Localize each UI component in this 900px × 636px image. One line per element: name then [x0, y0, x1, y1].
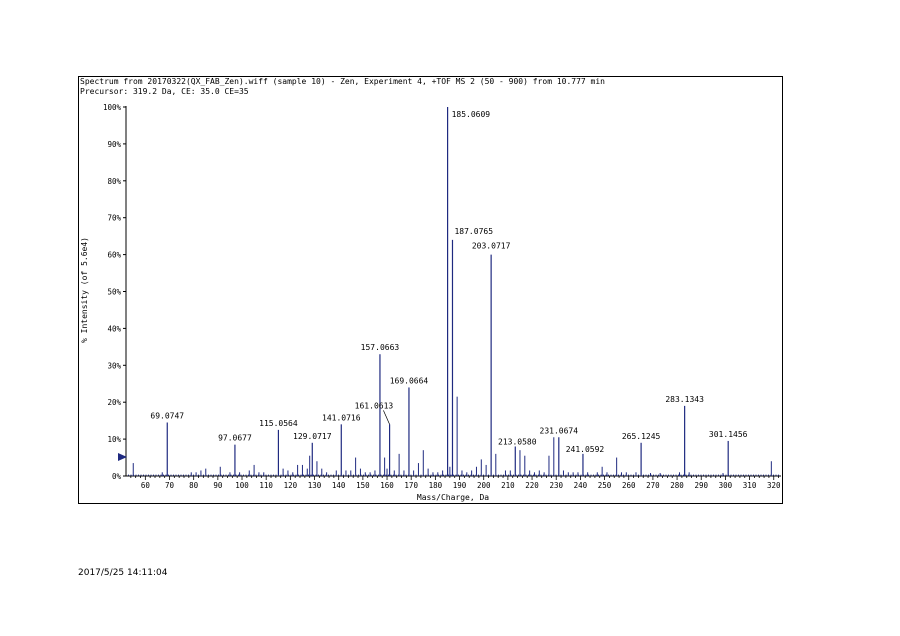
peak-label: 97.0677	[218, 434, 252, 443]
x-tick-label: 260	[622, 481, 636, 490]
peak-label: 157.0663	[361, 343, 400, 352]
spectrum-source-header: Spectrum from 20170322(QX_FAB_Zen).wiff …	[80, 77, 605, 86]
y-tick-label: 10%	[107, 435, 121, 444]
y-tick-label: 20%	[107, 398, 121, 407]
x-tick-label: 60	[141, 481, 151, 490]
y-tick-label: 100%	[103, 103, 122, 112]
y-axis-title: % Intensity (of 5.6e4)	[80, 237, 89, 343]
peak-label: 115.0564	[259, 419, 298, 428]
y-tick-label: 0%	[112, 472, 122, 481]
y-tick-label: 80%	[107, 177, 121, 186]
x-tick-label: 80	[189, 481, 199, 490]
peak-label: 265.1245	[622, 432, 661, 441]
x-tick-label: 180	[429, 481, 443, 490]
x-tick-label: 200	[477, 481, 491, 490]
peak-label: 169.0664	[390, 376, 429, 385]
chart-peaks	[128, 107, 779, 476]
peak-label: 213.0580	[498, 437, 537, 446]
peak-label: 241.0592	[566, 445, 605, 454]
chart-peak-labels: 69.0747 97.0677 115.0564 129.0717 141.0716 15…	[150, 110, 747, 454]
x-tick-label: 160	[380, 481, 394, 490]
x-tick-label: 300	[719, 481, 733, 490]
x-tick-label: 210	[501, 481, 515, 490]
x-tick-label: 240	[574, 481, 588, 490]
x-tick-label: 230	[549, 481, 563, 490]
x-tick-label: 270	[646, 481, 660, 490]
x-tick-label: 320	[767, 481, 781, 490]
x-tick-label: 310	[743, 481, 757, 490]
print-timestamp: 2017/5/25 14:11:04	[78, 568, 168, 578]
x-axis-title: Mass/Charge, Da	[417, 493, 489, 502]
peak-label-leader	[383, 410, 390, 425]
x-tick-label: 290	[694, 481, 708, 490]
x-tick-label: 120	[284, 481, 298, 490]
y-tick-label: 70%	[107, 214, 121, 223]
peak-label: 301.1456	[709, 430, 748, 439]
x-tick-label: 150	[356, 481, 370, 490]
y-tick-label: 30%	[107, 361, 121, 370]
peak-label: 161.0613	[355, 401, 394, 410]
x-tick-label: 170	[404, 481, 418, 490]
precursor-marker-icon	[118, 453, 127, 461]
peak-label: 141.0716	[322, 413, 361, 422]
x-tick-label: 130	[308, 481, 322, 490]
peak-label: 203.0717	[472, 242, 511, 251]
x-tick-label: 280	[670, 481, 684, 490]
x-tick-label: 250	[598, 481, 612, 490]
x-tick-label: 140	[332, 481, 346, 490]
y-tick-label: 40%	[107, 324, 121, 333]
peak-label: 283.1343	[665, 395, 704, 404]
spectrum-frame	[78, 76, 783, 504]
chart-axes	[125, 106, 781, 477]
chart-ticks: 0% 10% 20% 30% 40% 50% 60% 70% 80% 90% 100% 60 70 80 9…	[103, 103, 781, 490]
peak-label: 187.0765	[454, 227, 493, 236]
precursor-header: Precursor: 319.2 Da, CE: 35.0 CE=35	[80, 87, 249, 96]
y-tick-label: 60%	[107, 251, 121, 260]
x-tick-label: 220	[525, 481, 539, 490]
x-tick-label: 100	[235, 481, 249, 490]
y-tick-label: 50%	[107, 288, 121, 297]
x-tick-label: 110	[259, 481, 273, 490]
peak-label: 69.0747	[150, 411, 184, 420]
x-tick-label: 190	[453, 481, 467, 490]
peak-label: 129.0717	[293, 432, 332, 441]
x-tick-label: 90	[213, 481, 223, 490]
y-tick-label: 90%	[107, 140, 121, 149]
peak-label: 231.0674	[540, 426, 579, 435]
peak-label: 185.0609	[452, 110, 491, 119]
x-tick-label: 70	[165, 481, 175, 490]
